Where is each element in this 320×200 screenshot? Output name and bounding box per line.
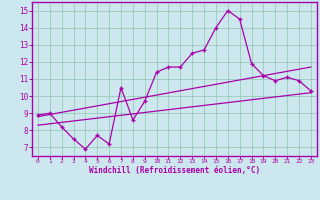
X-axis label: Windchill (Refroidissement éolien,°C): Windchill (Refroidissement éolien,°C)	[89, 166, 260, 175]
